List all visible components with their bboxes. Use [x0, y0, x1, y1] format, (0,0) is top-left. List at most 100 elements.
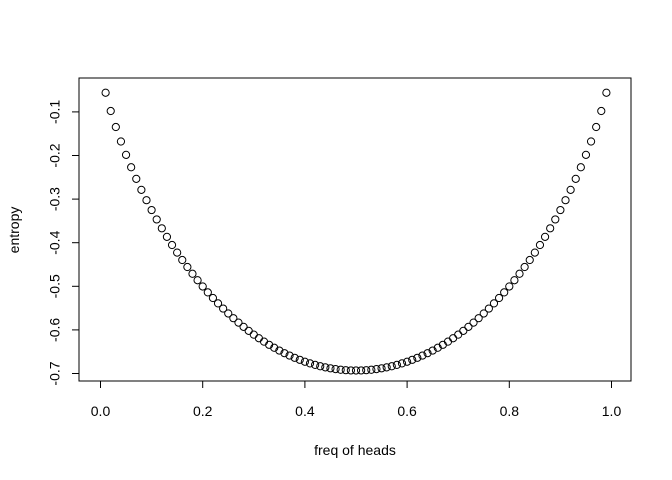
- data-point: [592, 122, 601, 132]
- data-point: [362, 366, 371, 375]
- data-point: [392, 360, 401, 370]
- data-point: [357, 366, 366, 375]
- data-point: [346, 366, 355, 375]
- data-point: [372, 364, 381, 374]
- data-point: [106, 106, 115, 116]
- data-point: [474, 314, 483, 323]
- data-point: [162, 232, 172, 241]
- data-point: [101, 88, 110, 97]
- data-point: [484, 304, 493, 313]
- data-point: [254, 334, 264, 343]
- data-point: [178, 255, 187, 265]
- data-point: [546, 224, 555, 233]
- data-point: [535, 240, 545, 250]
- x-tick-label: 0.6: [397, 403, 417, 419]
- data-point: [224, 309, 233, 318]
- data-point: [403, 357, 412, 366]
- data-point: [494, 293, 504, 303]
- x-tick-label: 0.4: [295, 403, 315, 419]
- data-point: [454, 330, 463, 339]
- data-point: [489, 299, 499, 308]
- data-point: [321, 363, 330, 372]
- y-tick-label: -0.1: [47, 100, 63, 124]
- data-point: [525, 255, 534, 265]
- data-point: [203, 288, 212, 297]
- data-point: [397, 359, 407, 368]
- data-point: [127, 163, 136, 172]
- data-point: [132, 174, 141, 183]
- data-point: [316, 362, 325, 371]
- data-point: [479, 309, 488, 318]
- y-tick-label: -0.5: [47, 274, 63, 298]
- data-point: [387, 362, 396, 371]
- data-point: [121, 150, 131, 159]
- data-point: [377, 364, 386, 373]
- data-point: [213, 299, 223, 308]
- y-axis: -0.7 -0.6 -0.5 -0.4 -0.3 -0.2 -0.1: [47, 100, 80, 386]
- data-point: [566, 185, 575, 194]
- data-point: [581, 150, 591, 159]
- data-point: [173, 248, 182, 257]
- data-point: [229, 314, 238, 323]
- x-tick-label: 0.0: [91, 403, 111, 419]
- data-point: [382, 363, 391, 372]
- data-point: [167, 240, 177, 250]
- data-point: [520, 262, 529, 272]
- x-tick-label: 0.8: [500, 403, 520, 419]
- data-point: [193, 276, 202, 285]
- data-point: [270, 343, 279, 352]
- data-point: [336, 365, 345, 374]
- data-points: [101, 88, 611, 375]
- y-tick-label: -0.7: [47, 361, 63, 385]
- data-point: [515, 269, 524, 278]
- y-tick-label: -0.3: [47, 187, 63, 211]
- x-tick-label: 1.0: [602, 403, 622, 419]
- data-point: [505, 282, 514, 291]
- data-point: [530, 248, 539, 257]
- plot-frame: [78, 77, 632, 382]
- x-axis-title: freq of heads: [314, 442, 396, 458]
- data-point: [561, 196, 570, 205]
- data-point: [586, 137, 596, 146]
- data-point: [464, 322, 473, 331]
- data-point: [408, 355, 417, 364]
- data-point: [188, 269, 197, 278]
- y-tick-label: -0.6: [47, 318, 63, 342]
- data-point: [367, 365, 376, 374]
- data-point: [208, 293, 218, 303]
- data-point: [198, 282, 207, 291]
- data-point: [418, 351, 427, 360]
- data-point: [351, 366, 361, 375]
- data-point: [152, 215, 161, 224]
- data-point: [428, 346, 437, 355]
- data-point: [571, 174, 580, 183]
- data-point: [234, 318, 243, 327]
- data-point: [311, 360, 320, 370]
- data-point: [147, 205, 156, 215]
- data-point: [469, 318, 478, 327]
- data-point: [459, 326, 468, 335]
- data-point: [290, 353, 299, 362]
- y-tick-label: -0.4: [47, 230, 63, 254]
- data-point: [111, 122, 120, 132]
- y-axis-title: entropy: [6, 207, 22, 254]
- data-point: [295, 355, 304, 364]
- data-point: [510, 276, 519, 285]
- data-point: [244, 326, 253, 335]
- data-point: [576, 163, 585, 172]
- data-point: [219, 304, 228, 313]
- data-point: [280, 349, 289, 358]
- data-point: [142, 196, 151, 205]
- data-point: [275, 346, 284, 355]
- data-point: [305, 359, 315, 368]
- data-point: [137, 185, 146, 194]
- data-point: [331, 364, 340, 374]
- data-point: [157, 224, 166, 233]
- data-point: [239, 322, 248, 331]
- data-point: [443, 337, 453, 346]
- data-point: [540, 232, 550, 241]
- data-point: [448, 334, 458, 343]
- data-point: [300, 357, 309, 366]
- data-point: [183, 262, 192, 272]
- data-point: [341, 366, 350, 375]
